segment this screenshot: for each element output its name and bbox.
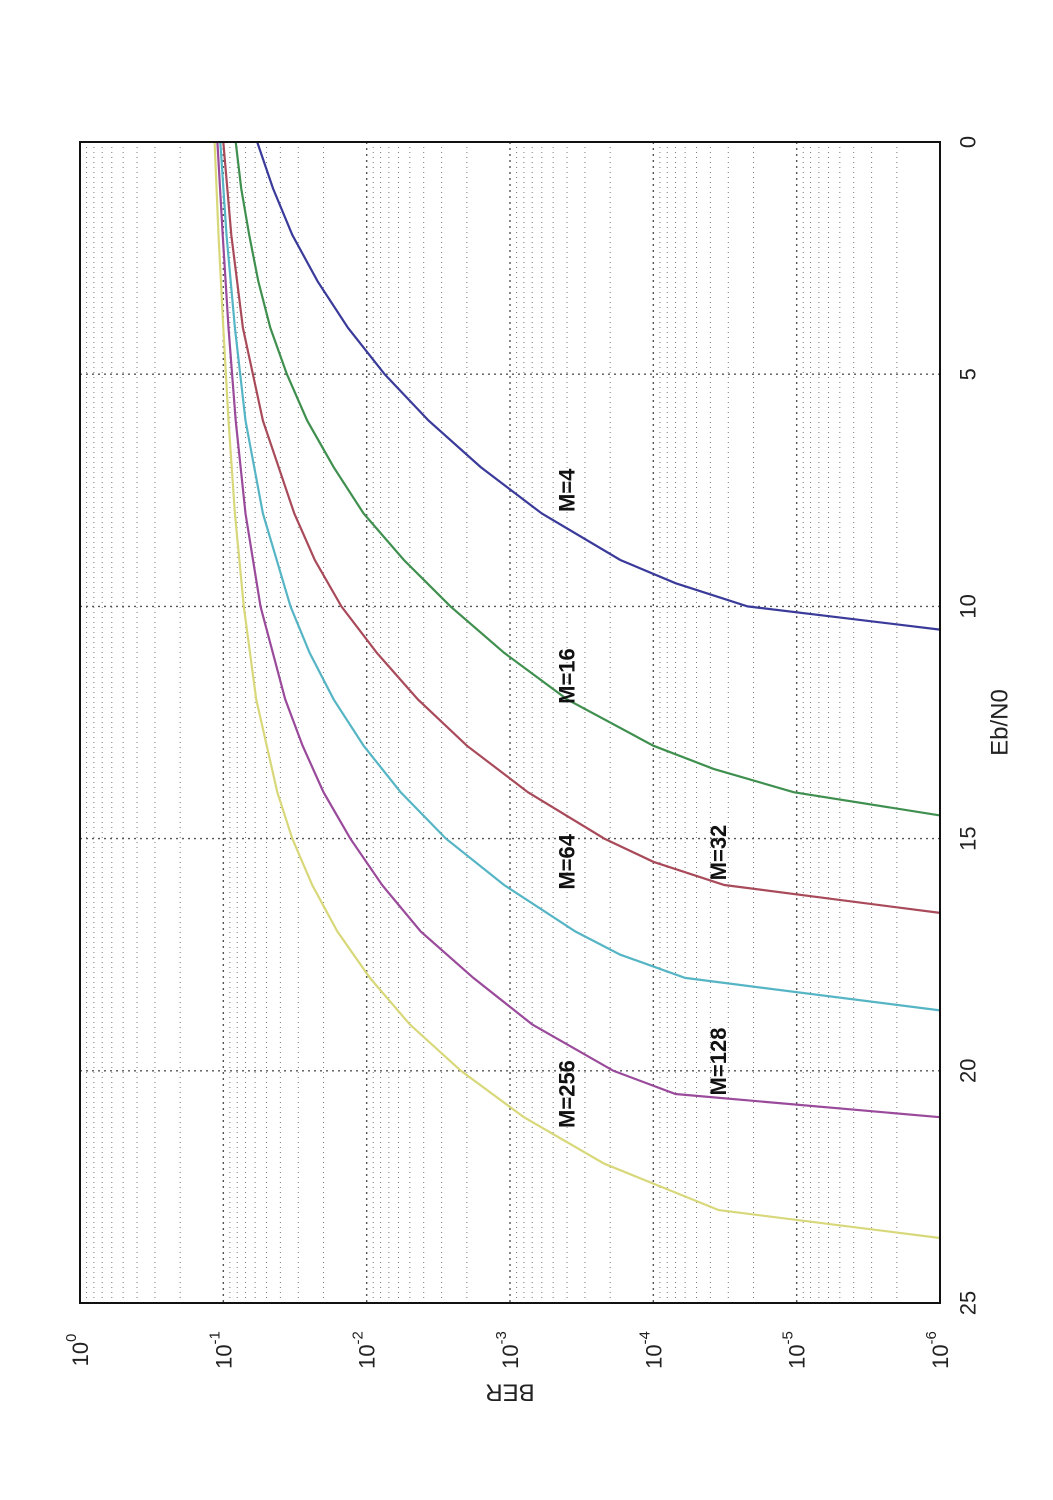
series-label: M=128 xyxy=(706,1028,731,1096)
tick-labels: 0 5 10 15 20 25 100 10-1 10-2 10-3 10-4 10-5 10-6 xyxy=(63,136,981,1369)
series-line-m4 xyxy=(256,141,941,631)
x-tick-label: 20 xyxy=(956,1059,981,1083)
x-tick-label: 10 xyxy=(956,594,981,618)
x-axis-label: Eb/N0 xyxy=(987,689,1014,756)
y-tick-label: 100 xyxy=(63,1334,93,1367)
series-label: M=4 xyxy=(555,468,580,512)
y-tick-label: 10-2 xyxy=(349,1331,379,1369)
series-label: M=16 xyxy=(555,648,580,704)
series-line-m16 xyxy=(234,141,941,817)
series-label: M=32 xyxy=(706,825,731,881)
series-label: M=64 xyxy=(555,833,580,889)
series-line-m128 xyxy=(216,141,941,1119)
series-line-m64 xyxy=(219,141,941,1012)
x-tick-label: 5 xyxy=(956,368,981,380)
y-tick-label: 10-1 xyxy=(206,1331,236,1369)
grid-lines xyxy=(79,141,941,1304)
x-tick-label: 25 xyxy=(956,1291,981,1315)
y-axis-label: BER xyxy=(485,1379,534,1406)
y-tick-label: 10-5 xyxy=(779,1331,809,1369)
x-tick-label: 15 xyxy=(956,826,981,850)
y-tick-label: 10-4 xyxy=(636,1331,666,1369)
series-lines xyxy=(213,141,941,1240)
x-tick-label: 0 xyxy=(956,136,981,148)
plot-frame xyxy=(79,141,941,1304)
y-tick-label: 10-6 xyxy=(923,1331,953,1369)
series-line-m256 xyxy=(213,141,941,1240)
y-tick-label: 10-3 xyxy=(493,1331,523,1369)
series-label: M=256 xyxy=(555,1060,580,1128)
series-line-m32 xyxy=(222,141,941,914)
series-labels: M=4 M=16 M=32 M=64 M=128 M=256 xyxy=(555,468,732,1128)
